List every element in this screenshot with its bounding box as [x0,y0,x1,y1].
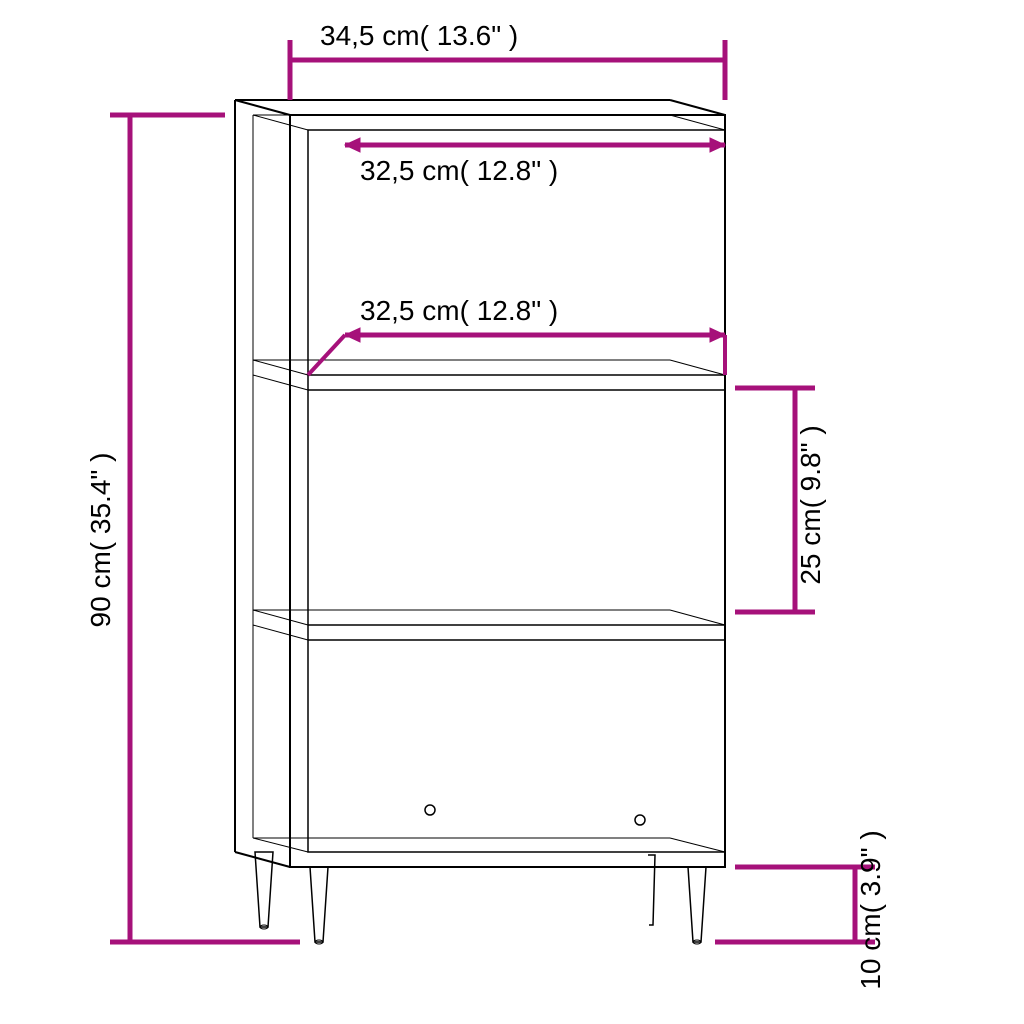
label-width-top: 32,5 cm( 12.8" ) [360,155,558,186]
label-shelf-h: 25 cm( 9.8" ) [795,425,826,584]
mounting-hole [425,805,435,815]
label-leg-h: 10 cm( 3.9" ) [855,830,886,989]
shelf-1 [253,360,725,390]
cabinet-legs [255,852,706,944]
label-depth: 34,5 cm( 13.6" ) [320,20,518,51]
shelf-2 [253,610,725,640]
dim-height-left [110,115,300,942]
dimension-labels: 34,5 cm( 13.6" ) 32,5 cm( 12.8" ) 32,5 c… [85,20,886,990]
mounting-hole [635,815,645,825]
dim-width-mid [308,328,725,375]
label-width-mid: 32,5 cm( 12.8" ) [360,295,558,326]
dimension-diagram: 34,5 cm( 13.6" ) 32,5 cm( 12.8" ) 32,5 c… [0,0,1024,1024]
dim-leg-height [715,867,875,942]
dim-width-top [345,138,725,152]
label-height: 90 cm( 35.4" ) [85,453,116,628]
cabinet-body [235,100,725,867]
